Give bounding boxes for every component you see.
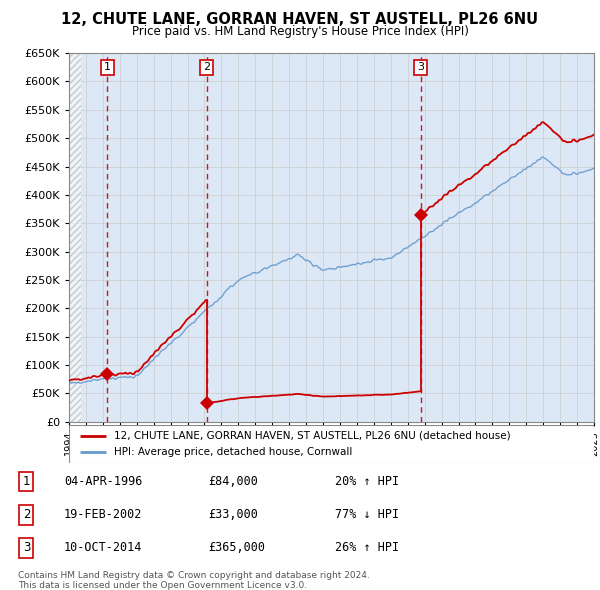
Text: Price paid vs. HM Land Registry's House Price Index (HPI): Price paid vs. HM Land Registry's House … (131, 25, 469, 38)
Text: 12, CHUTE LANE, GORRAN HAVEN, ST AUSTELL, PL26 6NU: 12, CHUTE LANE, GORRAN HAVEN, ST AUSTELL… (61, 12, 539, 27)
Text: 1: 1 (104, 63, 111, 73)
Text: This data is licensed under the Open Government Licence v3.0.: This data is licensed under the Open Gov… (18, 581, 307, 589)
Text: 77% ↓ HPI: 77% ↓ HPI (335, 508, 398, 522)
Text: HPI: Average price, detached house, Cornwall: HPI: Average price, detached house, Corn… (113, 447, 352, 457)
Bar (69, 53, 81, 422)
Text: 20% ↑ HPI: 20% ↑ HPI (335, 475, 398, 488)
Text: 26% ↑ HPI: 26% ↑ HPI (335, 542, 398, 555)
Text: 2: 2 (203, 63, 210, 73)
Text: 2: 2 (23, 508, 30, 522)
Text: 10-OCT-2014: 10-OCT-2014 (64, 542, 142, 555)
Text: 19-FEB-2002: 19-FEB-2002 (64, 508, 142, 522)
Text: Contains HM Land Registry data © Crown copyright and database right 2024.: Contains HM Land Registry data © Crown c… (18, 571, 370, 580)
Text: 3: 3 (417, 63, 424, 73)
Text: 1: 1 (23, 475, 30, 488)
Text: £33,000: £33,000 (208, 508, 258, 522)
Text: 04-APR-1996: 04-APR-1996 (64, 475, 142, 488)
Text: 12, CHUTE LANE, GORRAN HAVEN, ST AUSTELL, PL26 6NU (detached house): 12, CHUTE LANE, GORRAN HAVEN, ST AUSTELL… (113, 431, 510, 441)
Text: 3: 3 (23, 542, 30, 555)
Text: £84,000: £84,000 (208, 475, 258, 488)
Text: £365,000: £365,000 (208, 542, 265, 555)
